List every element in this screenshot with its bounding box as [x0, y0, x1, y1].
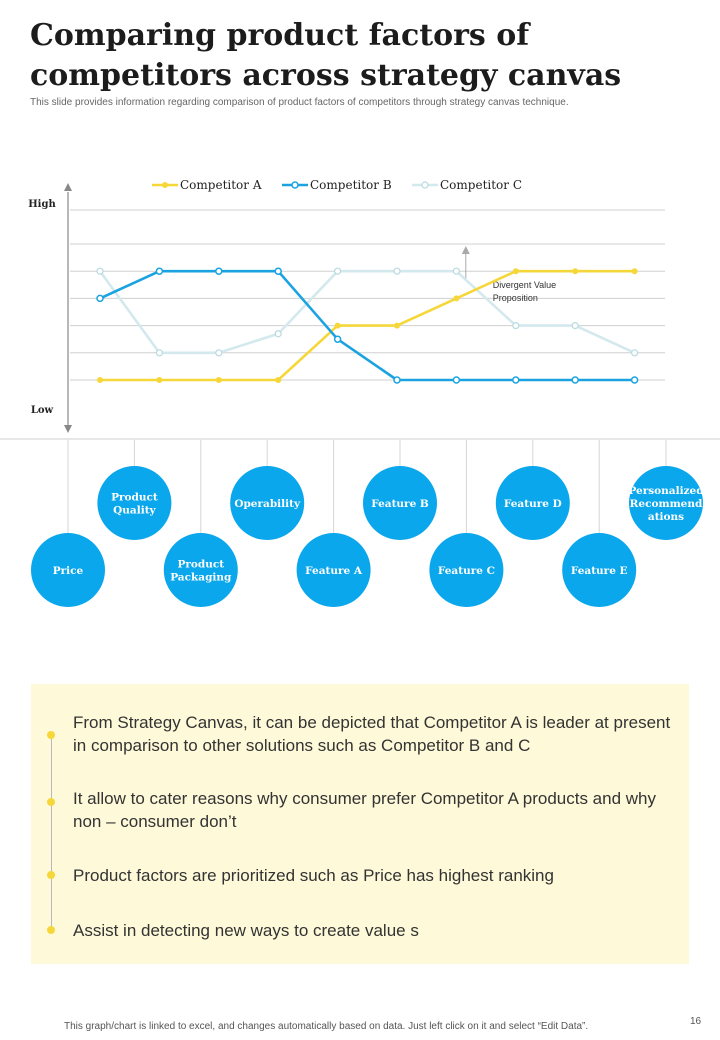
factor-label: Product Packaging: [170, 559, 232, 584]
legend-entry: Competitor A: [180, 178, 262, 192]
data-point: [630, 376, 639, 384]
data-point: [571, 322, 579, 330]
factor-label: Feature B: [371, 498, 429, 510]
factor-circle: [31, 533, 105, 607]
factor-circle: [363, 466, 437, 540]
data-point: [394, 322, 400, 329]
bullet-dot: [47, 731, 55, 739]
page-number: 16: [690, 1016, 702, 1027]
data-point: [275, 377, 282, 383]
factor-label: Product Quality: [111, 492, 158, 517]
bullet-dot: [47, 926, 55, 934]
factor-circle: [429, 533, 504, 607]
factor-label: Feature A: [305, 565, 363, 577]
data-point: [630, 349, 639, 357]
annotation-text: Proposition: [493, 293, 538, 303]
data-point: [155, 267, 164, 275]
insight-item: Assist in detecting new ways to create v…: [73, 921, 419, 940]
series-line-3: [98, 269, 636, 355]
factor-circle: [230, 466, 305, 540]
factor-circle: [97, 466, 172, 540]
data-point: [215, 349, 223, 357]
data-point: [215, 267, 223, 275]
data-point: [215, 377, 222, 383]
insights-panel: From Strategy Canvas, it can be depicted…: [31, 684, 689, 964]
data-point: [334, 322, 341, 329]
data-point: [572, 268, 579, 275]
data-point: [96, 294, 104, 303]
factor-label: Feature C: [438, 565, 495, 577]
data-point: [96, 267, 104, 275]
bullet-dot: [47, 871, 55, 879]
series-line-2: [99, 269, 635, 382]
page-title: Comparing product factors of competitors…: [30, 18, 622, 93]
factor-label: Price: [53, 565, 84, 577]
legend-entry: Competitor C: [440, 178, 522, 192]
insight-item: Product factors are prioritized such as …: [73, 866, 554, 885]
data-point: [453, 295, 460, 302]
insight-item: From Strategy Canvas, it can be depicted…: [73, 713, 671, 755]
strategy-canvas-chart: High Low Divergent Value Proposition Competi…: [0, 178, 720, 607]
footer-note: This graph/chart is linked to excel, and…: [64, 1021, 589, 1032]
timeline-line: [51, 736, 52, 932]
data-point: [274, 330, 282, 338]
data-point: [274, 267, 282, 275]
annotation-text: Divergent Value: [493, 280, 556, 290]
factor-circle: [562, 533, 637, 607]
factor-label: Personalized Recommend ations: [628, 485, 704, 523]
series-line-1: [100, 269, 635, 382]
factor-circle: [629, 466, 703, 540]
factor-circle: [296, 533, 371, 607]
factor-label: Operability: [234, 498, 301, 510]
page-subtitle: This slide provides information regardin…: [30, 97, 569, 108]
data-point: [334, 267, 342, 275]
data-point: [333, 335, 342, 343]
data-point: [452, 376, 461, 384]
data-point: [512, 268, 519, 275]
y-axis-low-label: Low: [31, 405, 54, 416]
legend-marker: [162, 182, 168, 188]
data-point: [512, 322, 520, 330]
insight-item: It allow to cater reasons why consumer p…: [73, 789, 656, 831]
y-axis-high-label: High: [28, 199, 56, 210]
data-point: [393, 267, 401, 275]
data-point: [97, 377, 103, 383]
legend-marker: [291, 181, 299, 189]
data-point: [512, 376, 520, 384]
data-point: [452, 267, 460, 275]
legend-marker: [421, 181, 429, 189]
factor-label: Feature E: [571, 565, 628, 577]
data-point: [156, 377, 163, 383]
legend-entry: Competitor B: [310, 178, 392, 192]
data-point: [393, 376, 401, 384]
data-point: [571, 376, 579, 384]
bullet-dot: [47, 798, 55, 806]
data-point: [631, 268, 638, 275]
factor-label: Feature D: [504, 498, 562, 510]
data-point: [155, 349, 163, 357]
arrow-up-icon: [64, 183, 72, 191]
annotation-arrow-icon: [461, 246, 470, 254]
factor-circle: [495, 466, 570, 540]
factor-circle: [163, 533, 238, 607]
arrow-down-icon: [64, 425, 72, 433]
